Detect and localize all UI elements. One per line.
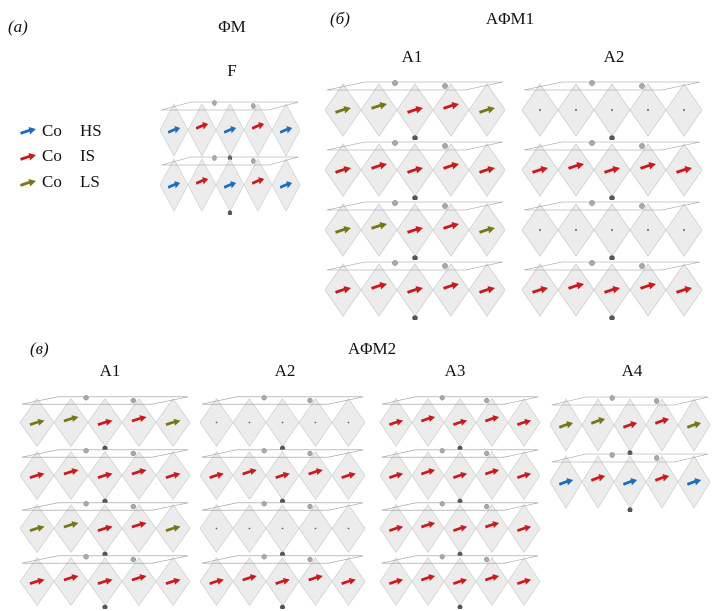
structure bbox=[380, 395, 540, 609]
structure bbox=[550, 395, 710, 512]
panel-title: ΦM bbox=[218, 17, 246, 36]
structure bbox=[160, 100, 300, 215]
structure-label: A3 bbox=[445, 361, 466, 380]
legend-element: Co bbox=[42, 172, 62, 191]
structure bbox=[522, 80, 702, 320]
structure-label: F bbox=[227, 61, 236, 80]
legend-state: IS bbox=[80, 146, 95, 165]
structure-label: A1 bbox=[100, 361, 121, 380]
panel-label: (a) bbox=[8, 17, 28, 36]
legend: Co HS Co IS Co LS bbox=[20, 121, 102, 191]
panel-label: (в) bbox=[30, 339, 49, 358]
structure-label: A1 bbox=[402, 47, 423, 66]
legend-element: Co bbox=[42, 146, 62, 165]
structure bbox=[325, 80, 505, 320]
legend-element: Co bbox=[42, 121, 62, 140]
structure-label: A4 bbox=[622, 361, 643, 380]
structure-label: A2 bbox=[604, 47, 625, 66]
structure bbox=[20, 395, 190, 609]
legend-state: LS bbox=[80, 172, 100, 191]
figure: (a) ΦM F Co HS Co IS Co LS (б) AΦM1 A1 A… bbox=[0, 0, 715, 611]
structure bbox=[200, 395, 365, 609]
panel-label: (б) bbox=[330, 9, 350, 28]
panel-title: AΦM1 bbox=[486, 9, 534, 28]
page: {"panels": [ {"label": "(a)", "title": "… bbox=[0, 0, 715, 611]
panel-title: AΦM2 bbox=[348, 339, 396, 358]
structure-label: A2 bbox=[275, 361, 296, 380]
legend-state: HS bbox=[80, 121, 102, 140]
